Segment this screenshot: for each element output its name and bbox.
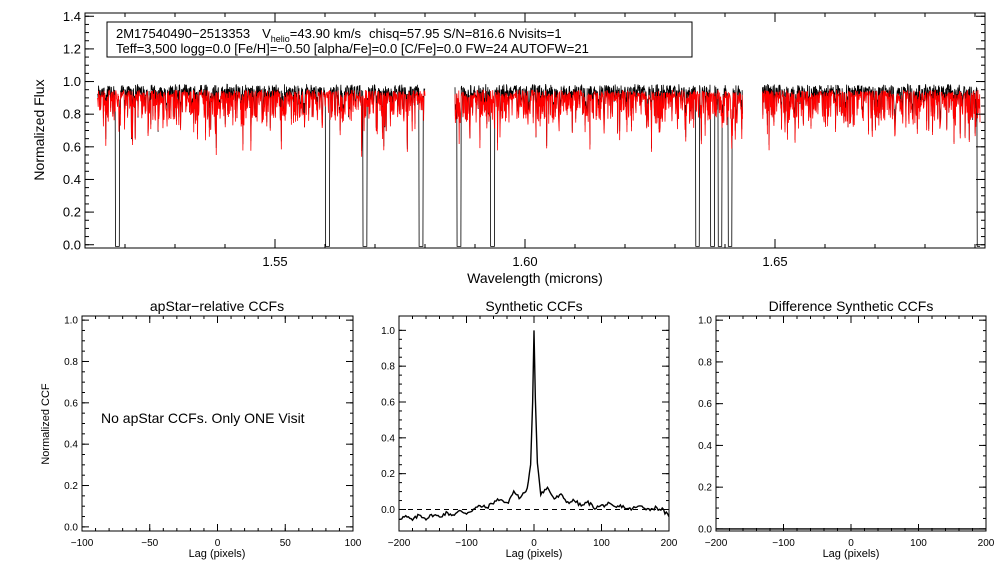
annotation-line-1: 2M17540490−2513353 Vhelio=43.90 km/s chisq… (116, 26, 562, 44)
apstar-ccf-y-tick-label: 0.8 (64, 357, 78, 368)
apstar-ccf-y-tick-label: 0.2 (64, 481, 78, 492)
synthetic-ccf-line (398, 330, 670, 522)
synthetic-ccf-panel: −200 −100 0 100 200 0.0 0.2 0.4 0.6 0.8 1.0 Synthe… (381, 298, 678, 560)
spectrum-panel: 1.55 1.60 1.65 0.0 0.2 0.4 0.6 0.8 1.0 1.2 1.4 2M1… (31, 9, 986, 286)
difference-ccf-x-tick-label: −200 (705, 538, 728, 549)
synthetic-ccf-y-tick-label: 1.0 (381, 326, 395, 337)
apstar-ccf-x-axis-label: Lag (pixels) (189, 548, 246, 560)
spectrum-y-tick-label: 0.0 (63, 237, 81, 252)
annotation-star-id: 2M17540490−2513353 (116, 26, 250, 41)
difference-ccf-ticks: −200 −100 0 100 200 0.0 0.2 0.4 0.6 0.8 1.0 (698, 316, 995, 549)
spectrum-x-tick-label: 1.65 (762, 254, 787, 269)
apstar-ccf-y-tick-label: 0.6 (64, 398, 78, 409)
spectrum-y-tick-label: 0.8 (63, 107, 81, 122)
difference-ccf-x-axis-label: Lag (pixels) (823, 548, 880, 560)
synthetic-ccf-x-axis-label: Lag (pixels) (506, 548, 563, 560)
spectrum-model-line (97, 89, 426, 157)
annotation-v-value: =43.90 km/s (290, 26, 362, 41)
difference-ccf-title: Difference Synthetic CCFs (769, 298, 934, 314)
synthetic-ccf-title: Synthetic CCFs (485, 298, 582, 314)
difference-ccf-y-tick-label: 0.2 (698, 483, 712, 494)
spectrum-y-tick-label: 1.4 (63, 9, 81, 24)
synthetic-ccf-y-tick-label: 0.6 (381, 398, 395, 409)
annotation-stats: chisq=57.95 S/N=816.6 Nvisits=1 (369, 26, 562, 41)
spectrum-model-line (454, 89, 743, 152)
synthetic-ccf-series (398, 330, 670, 522)
spectrum-y-axis-label: Normalized Flux (31, 79, 47, 180)
apstar-ccf-y-tick-label: 0.0 (64, 522, 78, 533)
synthetic-ccf-y-tick-label: 0.8 (381, 362, 395, 373)
difference-ccf-axes-frame (715, 315, 987, 532)
apstar-ccf-message: No apStar CCFs. Only ONE Visit (101, 410, 305, 426)
difference-ccf-panel: −200 −100 0 100 200 0.0 0.2 0.4 0.6 0.8 1.0 Differ… (698, 298, 995, 560)
synthetic-ccf-y-tick-label: 0.0 (381, 505, 395, 516)
spectrum-annotation-box (106, 21, 693, 58)
apstar-ccf-x-tick-label: 100 (345, 538, 362, 549)
difference-ccf-y-tick-label: 0.6 (698, 399, 712, 410)
apstar-ccf-ticks: −100 −50 0 50 100 0.0 0.2 0.4 0.6 0.8 1.0 (64, 316, 362, 549)
apstar-ccf-x-tick-label: 0 (215, 538, 221, 549)
apstar-ccf-y-tick-label: 0.4 (64, 440, 78, 451)
apstar-ccf-x-tick-label: 50 (280, 538, 292, 549)
apstar-ccf-title: apStar−relative CCFs (150, 298, 284, 314)
apstar-ccf-x-tick-label: −50 (141, 538, 158, 549)
difference-ccf-x-tick-label: 200 (978, 538, 995, 549)
apstar-ccf-y-axis-label: Normalized CCF (40, 383, 52, 465)
spectrum-model-line (762, 89, 981, 151)
synthetic-ccf-x-tick-label: 0 (531, 538, 537, 549)
difference-ccf-y-tick-label: 0.0 (698, 524, 712, 535)
apstar-ccf-x-tick-label: −100 (71, 538, 94, 549)
spectrum-y-tick-label: 1.0 (63, 74, 81, 89)
spectrum-y-tick-label: 1.2 (63, 41, 81, 56)
annotation-line-2: Teff=3,500 logg=0.0 [Fe/H]=−0.50 [alpha/… (116, 41, 589, 56)
spectrum-ticks: 1.55 1.60 1.65 0.0 0.2 0.4 0.6 0.8 1.0 1.2 1.4 (63, 9, 985, 269)
annotation-v-label: V (262, 26, 271, 41)
difference-ccf-y-tick-label: 1.0 (698, 316, 712, 327)
spectrum-y-tick-label: 0.6 (63, 139, 81, 154)
difference-ccf-x-tick-label: 0 (848, 538, 854, 549)
synthetic-ccf-x-tick-label: 100 (593, 538, 610, 549)
synthetic-ccf-y-tick-label: 0.2 (381, 469, 395, 480)
synthetic-ccf-x-tick-label: −200 (388, 538, 411, 549)
synthetic-ccf-ticks: −200 −100 0 100 200 0.0 0.2 0.4 0.6 0.8 1.0 (381, 316, 678, 549)
synthetic-ccf-y-tick-label: 0.4 (381, 433, 395, 444)
spectrum-x-axis-label: Wavelength (microns) (467, 270, 603, 286)
difference-ccf-y-tick-label: 0.4 (698, 441, 712, 452)
spectrum-y-tick-label: 0.4 (63, 172, 81, 187)
spectrum-x-tick-label: 1.60 (512, 254, 537, 269)
difference-ccf-x-tick-label: 100 (910, 538, 927, 549)
synthetic-ccf-x-tick-label: 200 (661, 538, 678, 549)
spectrum-series (97, 83, 981, 247)
spectrum-y-tick-label: 0.2 (63, 205, 81, 220)
apstar-ccf-panel: −100 −50 0 50 100 0.0 0.2 0.4 0.6 0.8 1.0 apStar−r… (40, 298, 362, 560)
annotation-v-subscript: helio (271, 34, 290, 44)
apstar-ccf-y-tick-label: 1.0 (64, 316, 78, 327)
spectrum-x-tick-label: 1.55 (262, 254, 287, 269)
difference-ccf-x-tick-label: −100 (772, 538, 795, 549)
difference-ccf-y-tick-label: 0.8 (698, 357, 712, 368)
synthetic-ccf-x-tick-label: −100 (455, 538, 478, 549)
